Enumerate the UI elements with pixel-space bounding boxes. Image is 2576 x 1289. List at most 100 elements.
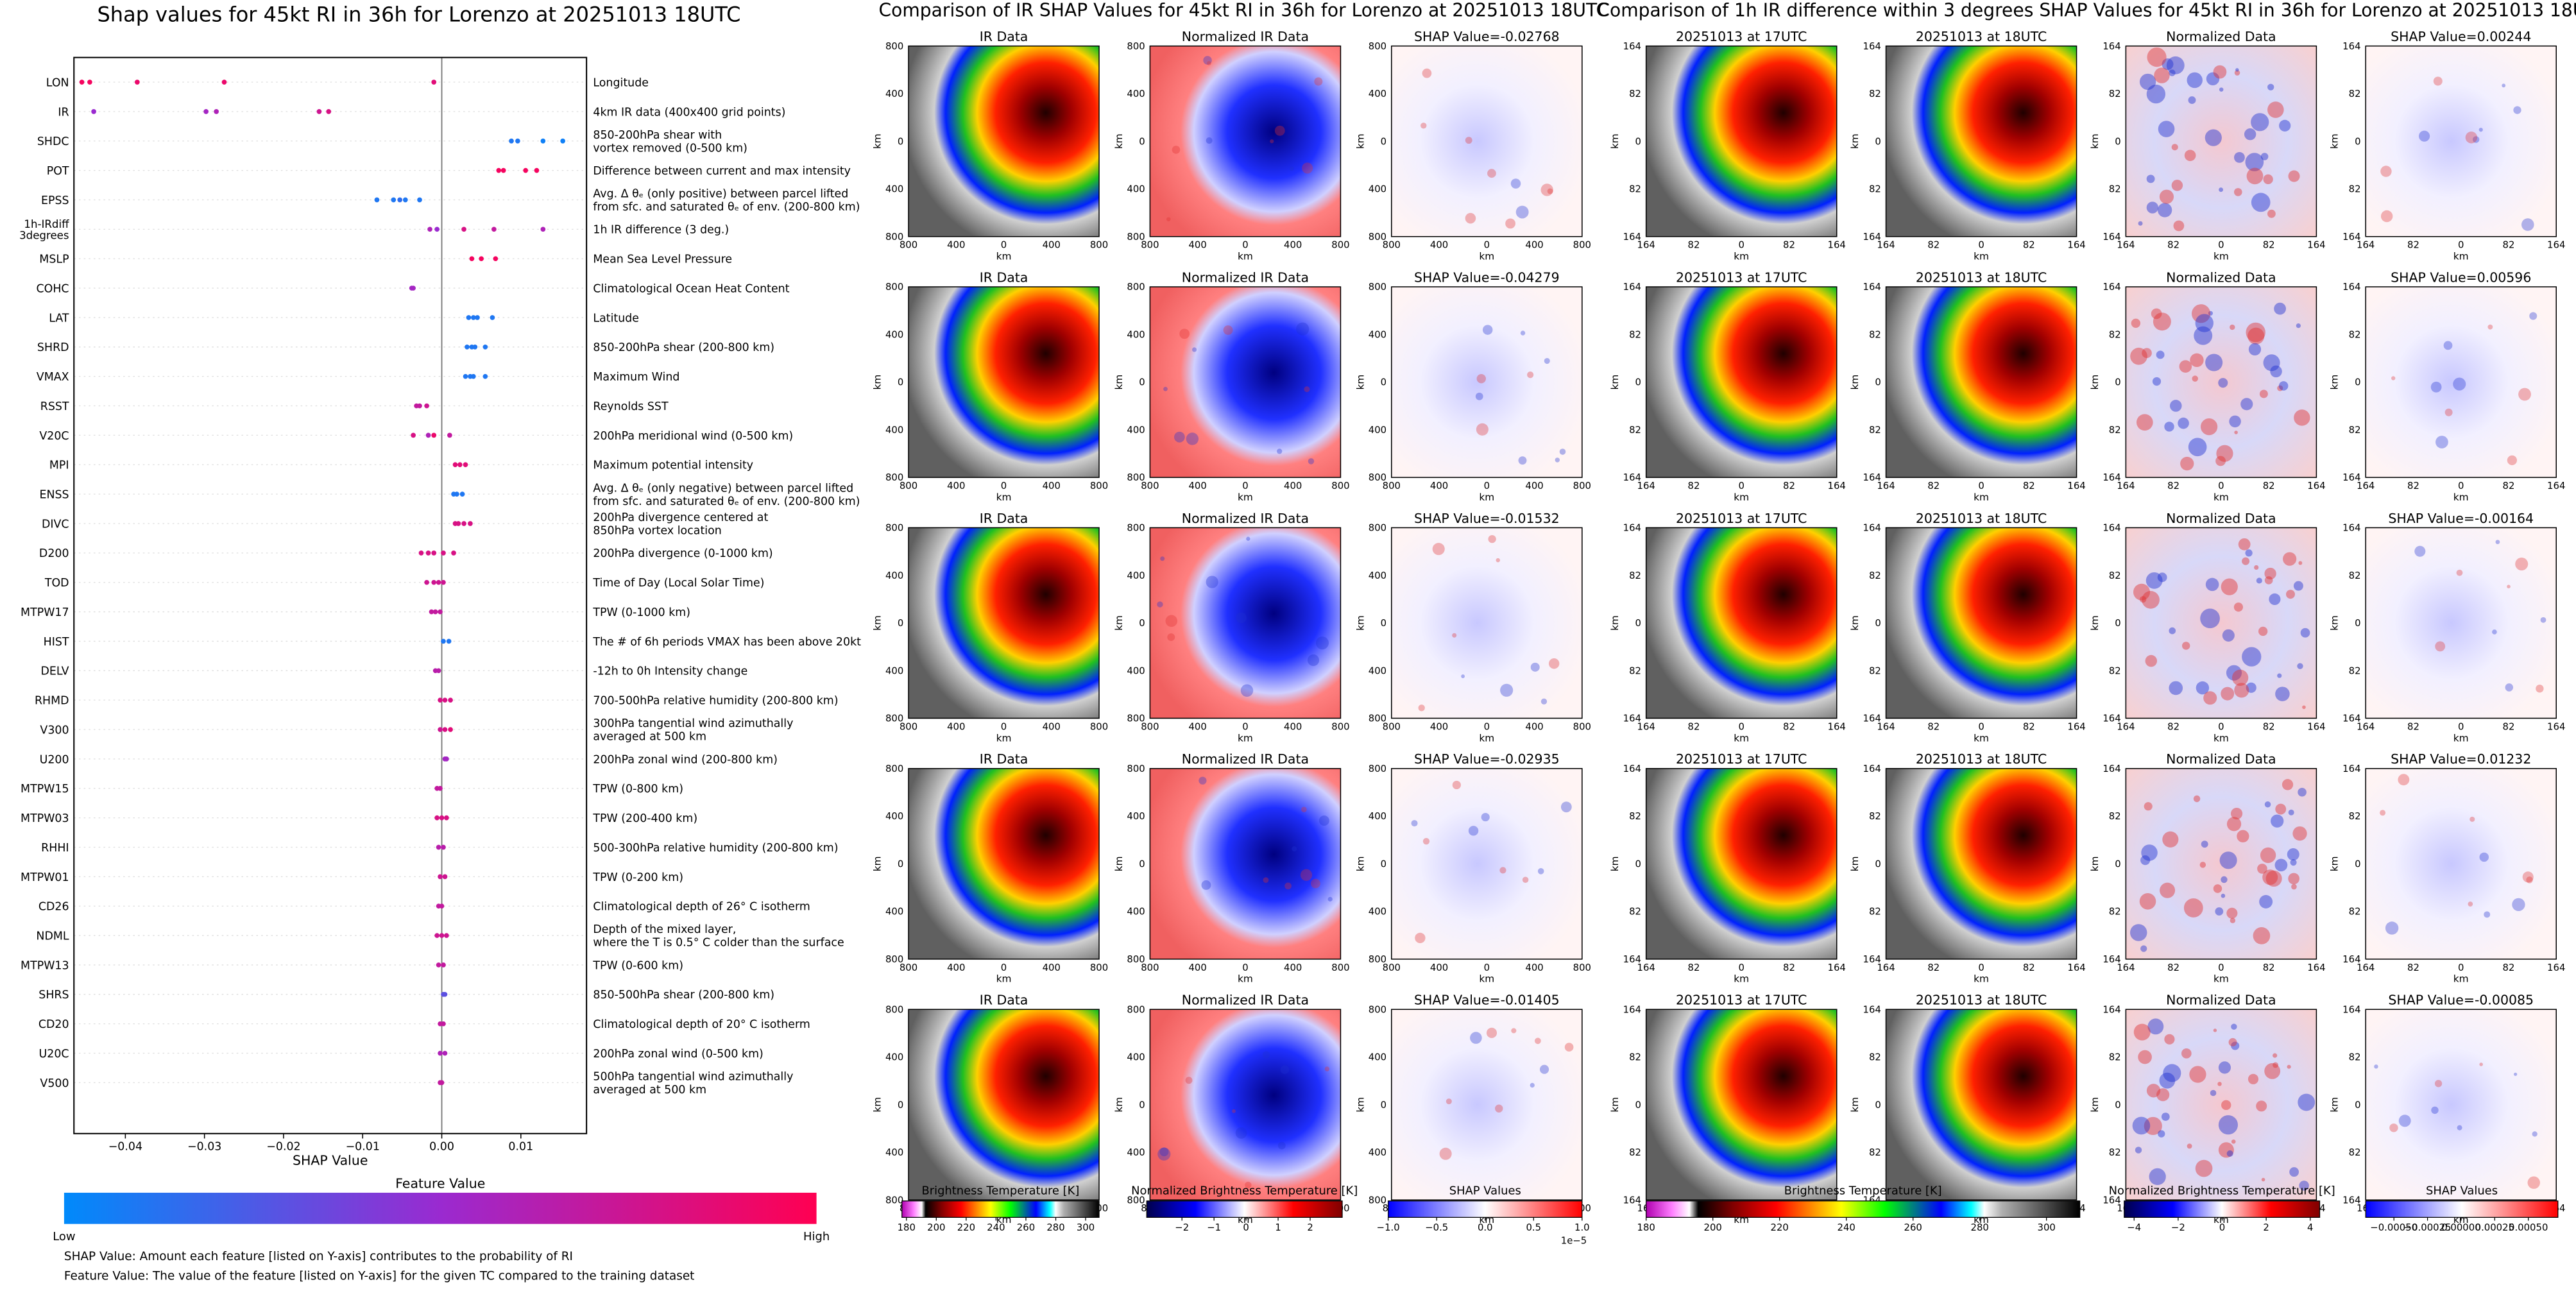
colorbar-low: Low	[53, 1230, 75, 1243]
dot	[203, 109, 209, 114]
texture	[2159, 189, 2174, 204]
texture	[2231, 807, 2243, 820]
y-axis-label: km	[871, 133, 883, 149]
panel-frame	[2125, 527, 2317, 719]
texture	[1499, 867, 1506, 874]
y-tick-label: 164	[1863, 522, 1881, 534]
texture	[1527, 371, 1534, 379]
texture	[1520, 330, 1526, 336]
y-tick-label: 164	[1623, 281, 1641, 293]
x-tick-label: 0	[1738, 962, 1744, 973]
texture	[2487, 324, 2493, 330]
dot	[540, 226, 546, 232]
y-axis-label: km	[1354, 375, 1366, 390]
y-tick-label: 164	[2103, 1003, 2120, 1015]
x-tick-label: 0	[1484, 239, 1490, 251]
x-tick-label: 400	[1525, 721, 1543, 732]
texture	[1452, 633, 1457, 638]
texture	[2512, 898, 2525, 911]
x-tick-label: 0	[1242, 239, 1248, 251]
x-tick-label: 82	[2503, 962, 2515, 973]
dot	[444, 933, 449, 938]
y-axis-label: km	[1849, 133, 1861, 149]
feature-description: 700-500hPa relative humidity (200-800 km…	[593, 695, 838, 708]
texture	[2251, 113, 2269, 132]
x-tick-label: 800	[1090, 239, 1108, 251]
x-tick-label: 400	[1188, 962, 1206, 973]
texture	[2290, 859, 2297, 866]
dot	[454, 491, 459, 497]
x-tick-label: 0	[2218, 721, 2224, 732]
feature-description: Reynolds SST	[593, 400, 669, 413]
x-tick-label: 164	[2547, 721, 2565, 732]
dot	[491, 226, 497, 232]
y-axis-label: km	[1609, 615, 1621, 631]
colorbar-tick-label: 300	[2038, 1222, 2056, 1233]
texture	[2246, 322, 2265, 343]
y-tick-label: 164	[1863, 40, 1881, 52]
colorbar	[1146, 1200, 1343, 1218]
texture	[2173, 220, 2185, 232]
y-tick-label: 82	[1869, 329, 1881, 340]
x-tick-label: 400	[1043, 962, 1061, 973]
y-tick-label: 400	[1369, 184, 1386, 195]
y-tick-label: 164	[1623, 472, 1641, 483]
y-tick-label: 164	[1863, 953, 1881, 965]
texture	[2139, 595, 2147, 603]
x-tick-label: 82	[1688, 721, 1700, 732]
panel-frame	[2125, 768, 2317, 960]
texture	[1510, 178, 1521, 189]
x-axis-label: km	[1238, 732, 1253, 744]
panel-frame	[2125, 45, 2317, 237]
dot	[515, 138, 520, 144]
texture	[1461, 674, 1465, 678]
feature-description: where the T is 0.5° C colder than the su…	[593, 937, 844, 950]
texture	[2218, 1061, 2231, 1074]
feature-name: ENSS	[39, 489, 69, 502]
texture	[1418, 704, 1425, 712]
dot	[214, 109, 219, 114]
x-tick-label: 82	[1927, 239, 1940, 251]
dot	[534, 167, 540, 173]
x-tick-label: 82	[1783, 239, 1795, 251]
dot	[431, 80, 437, 85]
texture	[2443, 341, 2453, 350]
y-tick-label: 400	[885, 1052, 903, 1063]
x-tick-label: 800	[1573, 239, 1591, 251]
colorbar	[901, 1200, 1100, 1218]
texture	[2129, 924, 2147, 941]
x-tick-label: 400	[1284, 239, 1302, 251]
texture	[2260, 847, 2276, 864]
texture	[2146, 1084, 2161, 1098]
y-tick-label: 164	[2103, 522, 2120, 534]
x-tick-label: 400	[1188, 721, 1206, 732]
y-tick-label: 0	[2355, 377, 2360, 388]
x-axis-label: km	[996, 973, 1012, 985]
texture	[2532, 1131, 2538, 1137]
texture	[2138, 221, 2143, 226]
texture	[1201, 880, 1211, 890]
texture	[2507, 455, 2517, 466]
texture	[1206, 61, 1211, 65]
y-tick-label: 0	[1139, 617, 1145, 629]
feature-name: MSLP	[39, 253, 69, 266]
y-tick-label: 164	[2103, 713, 2120, 724]
y-tick-label: 0	[1635, 1099, 1641, 1111]
colorbar	[2124, 1200, 2321, 1218]
y-axis-label: km	[1354, 133, 1366, 149]
texture	[1439, 1147, 1452, 1160]
dot	[444, 815, 449, 821]
texture	[2261, 1177, 2265, 1182]
y-axis-label: km	[2089, 1097, 2101, 1113]
y-tick-label: 0	[1381, 858, 1386, 869]
texture	[2189, 1066, 2206, 1083]
y-tick-label: 0	[2115, 135, 2120, 147]
texture	[1157, 601, 1163, 608]
x-tick-label: 0	[2458, 962, 2464, 973]
x-tick-label: 82	[2023, 962, 2035, 973]
y-tick-label: 800	[1369, 1003, 1386, 1015]
texture	[1296, 322, 1309, 336]
panel-title: Normalized Data	[2166, 993, 2276, 1008]
colorbar-tick-label: −1.0	[1377, 1222, 1400, 1233]
feature-name: V300	[40, 724, 69, 737]
